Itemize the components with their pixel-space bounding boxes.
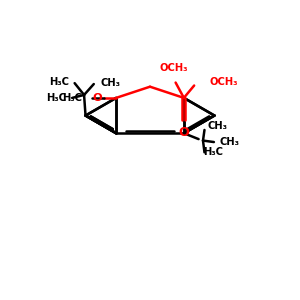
Text: OCH₃: OCH₃ — [209, 77, 238, 87]
Text: OCH₃: OCH₃ — [159, 63, 188, 73]
Text: CH₃: CH₃ — [219, 137, 239, 147]
Text: H₃C: H₃C — [62, 93, 82, 103]
Text: O: O — [93, 93, 102, 103]
Text: CH₃: CH₃ — [207, 122, 227, 131]
Text: H₃C: H₃C — [49, 77, 69, 87]
Text: CH₃: CH₃ — [100, 78, 120, 88]
Text: H₃C: H₃C — [46, 93, 66, 103]
Text: H₃C: H₃C — [203, 147, 223, 157]
Text: O: O — [178, 126, 189, 139]
